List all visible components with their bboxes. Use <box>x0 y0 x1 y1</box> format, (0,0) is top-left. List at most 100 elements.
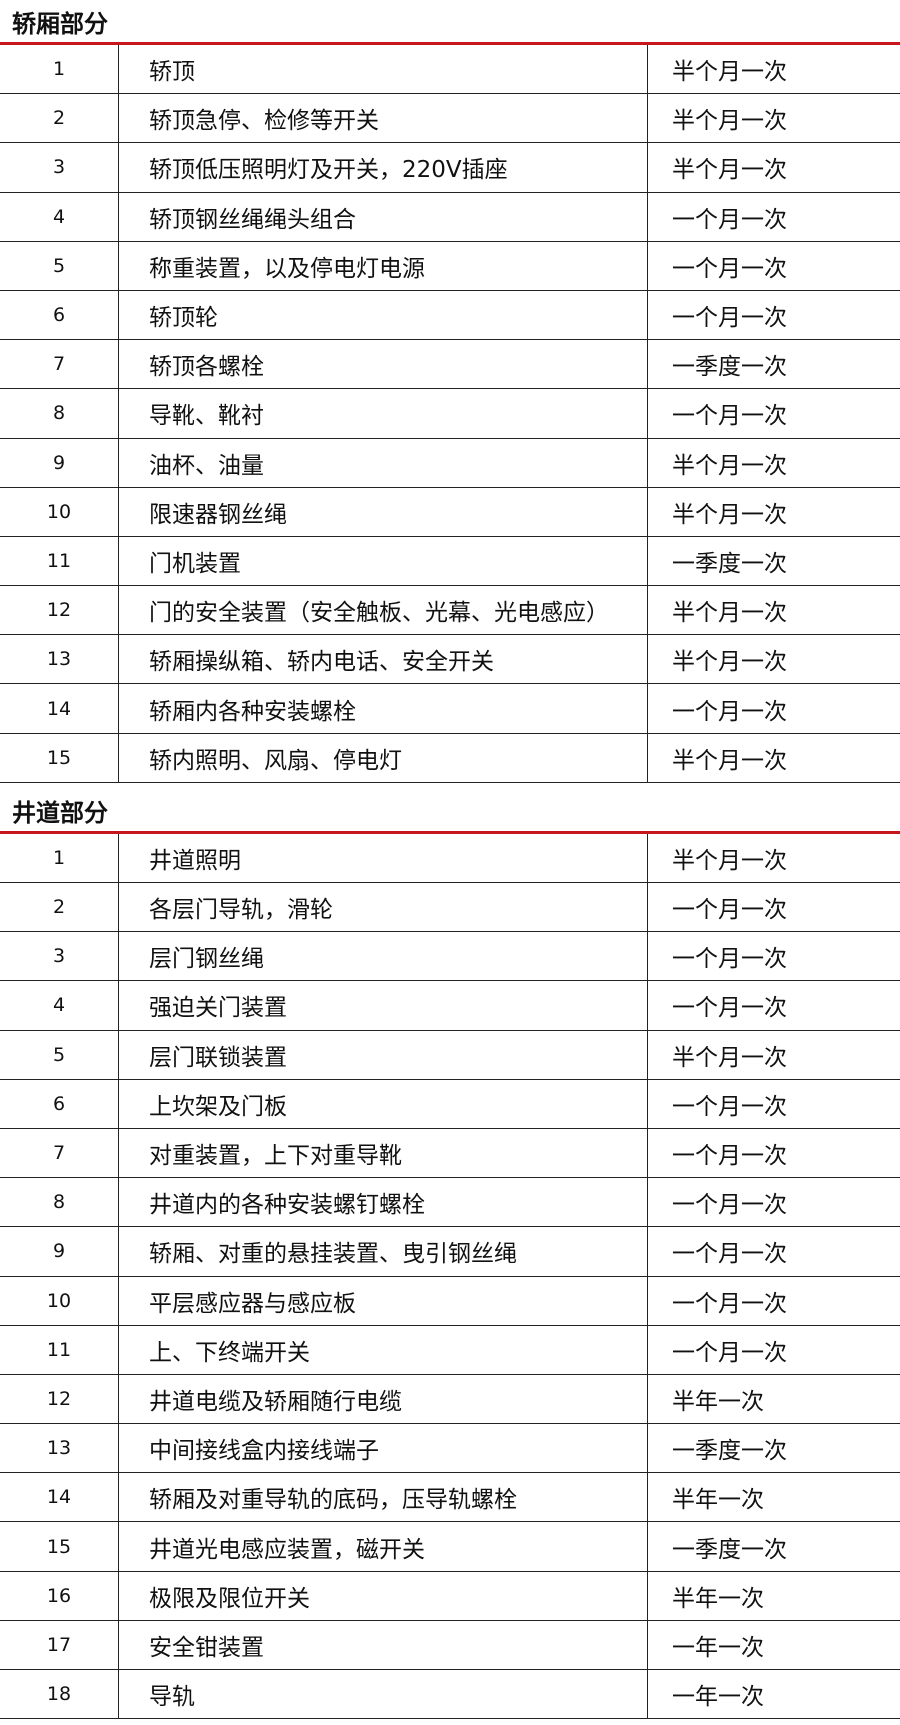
table-row: 7 对重装置，上下对重导靴 一个月一次 <box>0 1128 900 1179</box>
inspection-item: 井道光电感应装置，磁开关 <box>118 1521 648 1572</box>
table-row: 9 轿厢、对重的悬挂装置、曳引钢丝绳 一个月一次 <box>0 1226 900 1277</box>
table-row: 18 导轨 一年一次 <box>0 1669 900 1720</box>
inspection-item: 轿内照明、风扇、停电灯 <box>118 733 648 783</box>
table-row: 15 井道光电感应装置，磁开关 一季度一次 <box>0 1521 900 1572</box>
row-number: 7 <box>0 339 119 390</box>
frequency: 半个月一次 <box>647 585 900 636</box>
frequency: 一个月一次 <box>647 1325 900 1375</box>
inspection-item: 层门联锁装置 <box>118 1030 648 1080</box>
frequency: 半个月一次 <box>647 487 900 537</box>
table-row: 1 井道照明 半个月一次 <box>0 833 900 883</box>
row-number: 15 <box>0 1521 119 1572</box>
frequency: 一个月一次 <box>647 1276 900 1326</box>
inspection-item: 称重装置，以及停电灯电源 <box>118 241 648 291</box>
inspection-item: 上坎架及门板 <box>118 1079 648 1129</box>
inspection-item: 轿顶轮 <box>118 290 648 341</box>
row-number: 13 <box>0 634 119 685</box>
table-row: 1 轿顶 半个月一次 <box>0 45 900 95</box>
inspection-item: 门的安全装置（安全触板、光幕、光电感应） <box>118 585 648 636</box>
inspection-item: 轿顶急停、检修等开关 <box>118 93 648 144</box>
frequency: 半年一次 <box>647 1374 900 1425</box>
table-row: 11 上、下终端开关 一个月一次 <box>0 1325 900 1375</box>
frequency: 一季度一次 <box>647 1423 900 1474</box>
inspection-item: 各层门导轨，滑轮 <box>118 882 648 933</box>
row-number: 9 <box>0 438 119 488</box>
inspection-item: 井道照明 <box>118 833 648 883</box>
table-row: 6 轿顶轮 一个月一次 <box>0 290 900 341</box>
row-number: 12 <box>0 1374 119 1425</box>
inspection-item: 极限及限位开关 <box>118 1571 648 1621</box>
frequency: 一个月一次 <box>647 1079 900 1129</box>
inspection-item: 强迫关门装置 <box>118 980 648 1031</box>
table-row: 11 门机装置 一季度一次 <box>0 536 900 587</box>
table-row: 8 导靴、靴衬 一个月一次 <box>0 388 900 439</box>
table-row: 3 轿顶低压照明灯及开关，220V插座 半个月一次 <box>0 142 900 193</box>
row-number: 11 <box>0 1325 119 1375</box>
frequency: 半个月一次 <box>647 142 900 193</box>
frequency: 半个月一次 <box>647 438 900 488</box>
inspection-item: 轿顶低压照明灯及开关，220V插座 <box>118 142 648 193</box>
section-title: 轿厢部分 <box>0 0 900 45</box>
frequency: 一年一次 <box>647 1669 900 1720</box>
frequency: 半个月一次 <box>647 1030 900 1080</box>
schedule-table: 1 井道照明 半个月一次 2 各层门导轨，滑轮 一个月一次 3 层门钢丝绳 一个月一次 4 强迫关门… <box>0 833 900 1720</box>
table-row: 14 轿厢及对重导轨的底码，压导轨螺栓 半年一次 <box>0 1472 900 1523</box>
inspection-item: 井道电缆及轿厢随行电缆 <box>118 1374 648 1425</box>
frequency: 半个月一次 <box>647 45 900 95</box>
row-number: 8 <box>0 388 119 439</box>
row-number: 4 <box>0 980 119 1031</box>
inspection-item: 轿厢操纵箱、轿内电话、安全开关 <box>118 634 648 685</box>
row-number: 7 <box>0 1128 119 1179</box>
inspection-item: 安全钳装置 <box>118 1620 648 1671</box>
inspection-item: 轿顶钢丝绳绳头组合 <box>118 192 648 242</box>
row-number: 6 <box>0 1079 119 1129</box>
frequency: 一个月一次 <box>647 241 900 291</box>
inspection-item: 轿厢内各种安装螺栓 <box>118 683 648 734</box>
table-row: 10 平层感应器与感应板 一个月一次 <box>0 1276 900 1326</box>
row-number: 10 <box>0 1276 119 1326</box>
frequency: 一季度一次 <box>647 536 900 587</box>
inspection-item: 限速器钢丝绳 <box>118 487 648 537</box>
inspection-item: 导靴、靴衬 <box>118 388 648 439</box>
row-number: 13 <box>0 1423 119 1474</box>
inspection-item: 油杯、油量 <box>118 438 648 488</box>
frequency: 一年一次 <box>647 1620 900 1671</box>
frequency: 一个月一次 <box>647 1226 900 1277</box>
frequency: 一个月一次 <box>647 882 900 933</box>
frequency: 一个月一次 <box>647 1128 900 1179</box>
row-number: 15 <box>0 733 119 783</box>
row-number: 8 <box>0 1177 119 1228</box>
row-number: 4 <box>0 192 119 242</box>
row-number: 11 <box>0 536 119 587</box>
row-number: 3 <box>0 931 119 982</box>
inspection-item: 轿厢、对重的悬挂装置、曳引钢丝绳 <box>118 1226 648 1277</box>
frequency: 一季度一次 <box>647 1521 900 1572</box>
inspection-item: 井道内的各种安装螺钉螺栓 <box>118 1177 648 1228</box>
row-number: 3 <box>0 142 119 193</box>
frequency: 半个月一次 <box>647 634 900 685</box>
frequency: 一个月一次 <box>647 388 900 439</box>
inspection-item: 上、下终端开关 <box>118 1325 648 1375</box>
frequency: 半个月一次 <box>647 833 900 883</box>
table-row: 8 井道内的各种安装螺钉螺栓 一个月一次 <box>0 1177 900 1228</box>
table-row: 6 上坎架及门板 一个月一次 <box>0 1079 900 1129</box>
row-number: 14 <box>0 1472 119 1523</box>
row-number: 5 <box>0 1030 119 1080</box>
table-row: 7 轿顶各螺栓 一季度一次 <box>0 339 900 390</box>
table-row: 13 轿厢操纵箱、轿内电话、安全开关 半个月一次 <box>0 634 900 685</box>
row-number: 17 <box>0 1620 119 1671</box>
row-number: 6 <box>0 290 119 341</box>
table-row: 5 层门联锁装置 半个月一次 <box>0 1030 900 1080</box>
inspection-item: 轿厢及对重导轨的底码，压导轨螺栓 <box>118 1472 648 1523</box>
table-row: 12 门的安全装置（安全触板、光幕、光电感应） 半个月一次 <box>0 585 900 636</box>
row-number: 2 <box>0 93 119 144</box>
row-number: 1 <box>0 833 119 883</box>
frequency: 一个月一次 <box>647 290 900 341</box>
row-number: 2 <box>0 882 119 933</box>
row-number: 18 <box>0 1669 119 1720</box>
table-row: 16 极限及限位开关 半年一次 <box>0 1571 900 1621</box>
row-number: 14 <box>0 683 119 734</box>
frequency: 半年一次 <box>647 1571 900 1621</box>
table-row: 14 轿厢内各种安装螺栓 一个月一次 <box>0 683 900 734</box>
